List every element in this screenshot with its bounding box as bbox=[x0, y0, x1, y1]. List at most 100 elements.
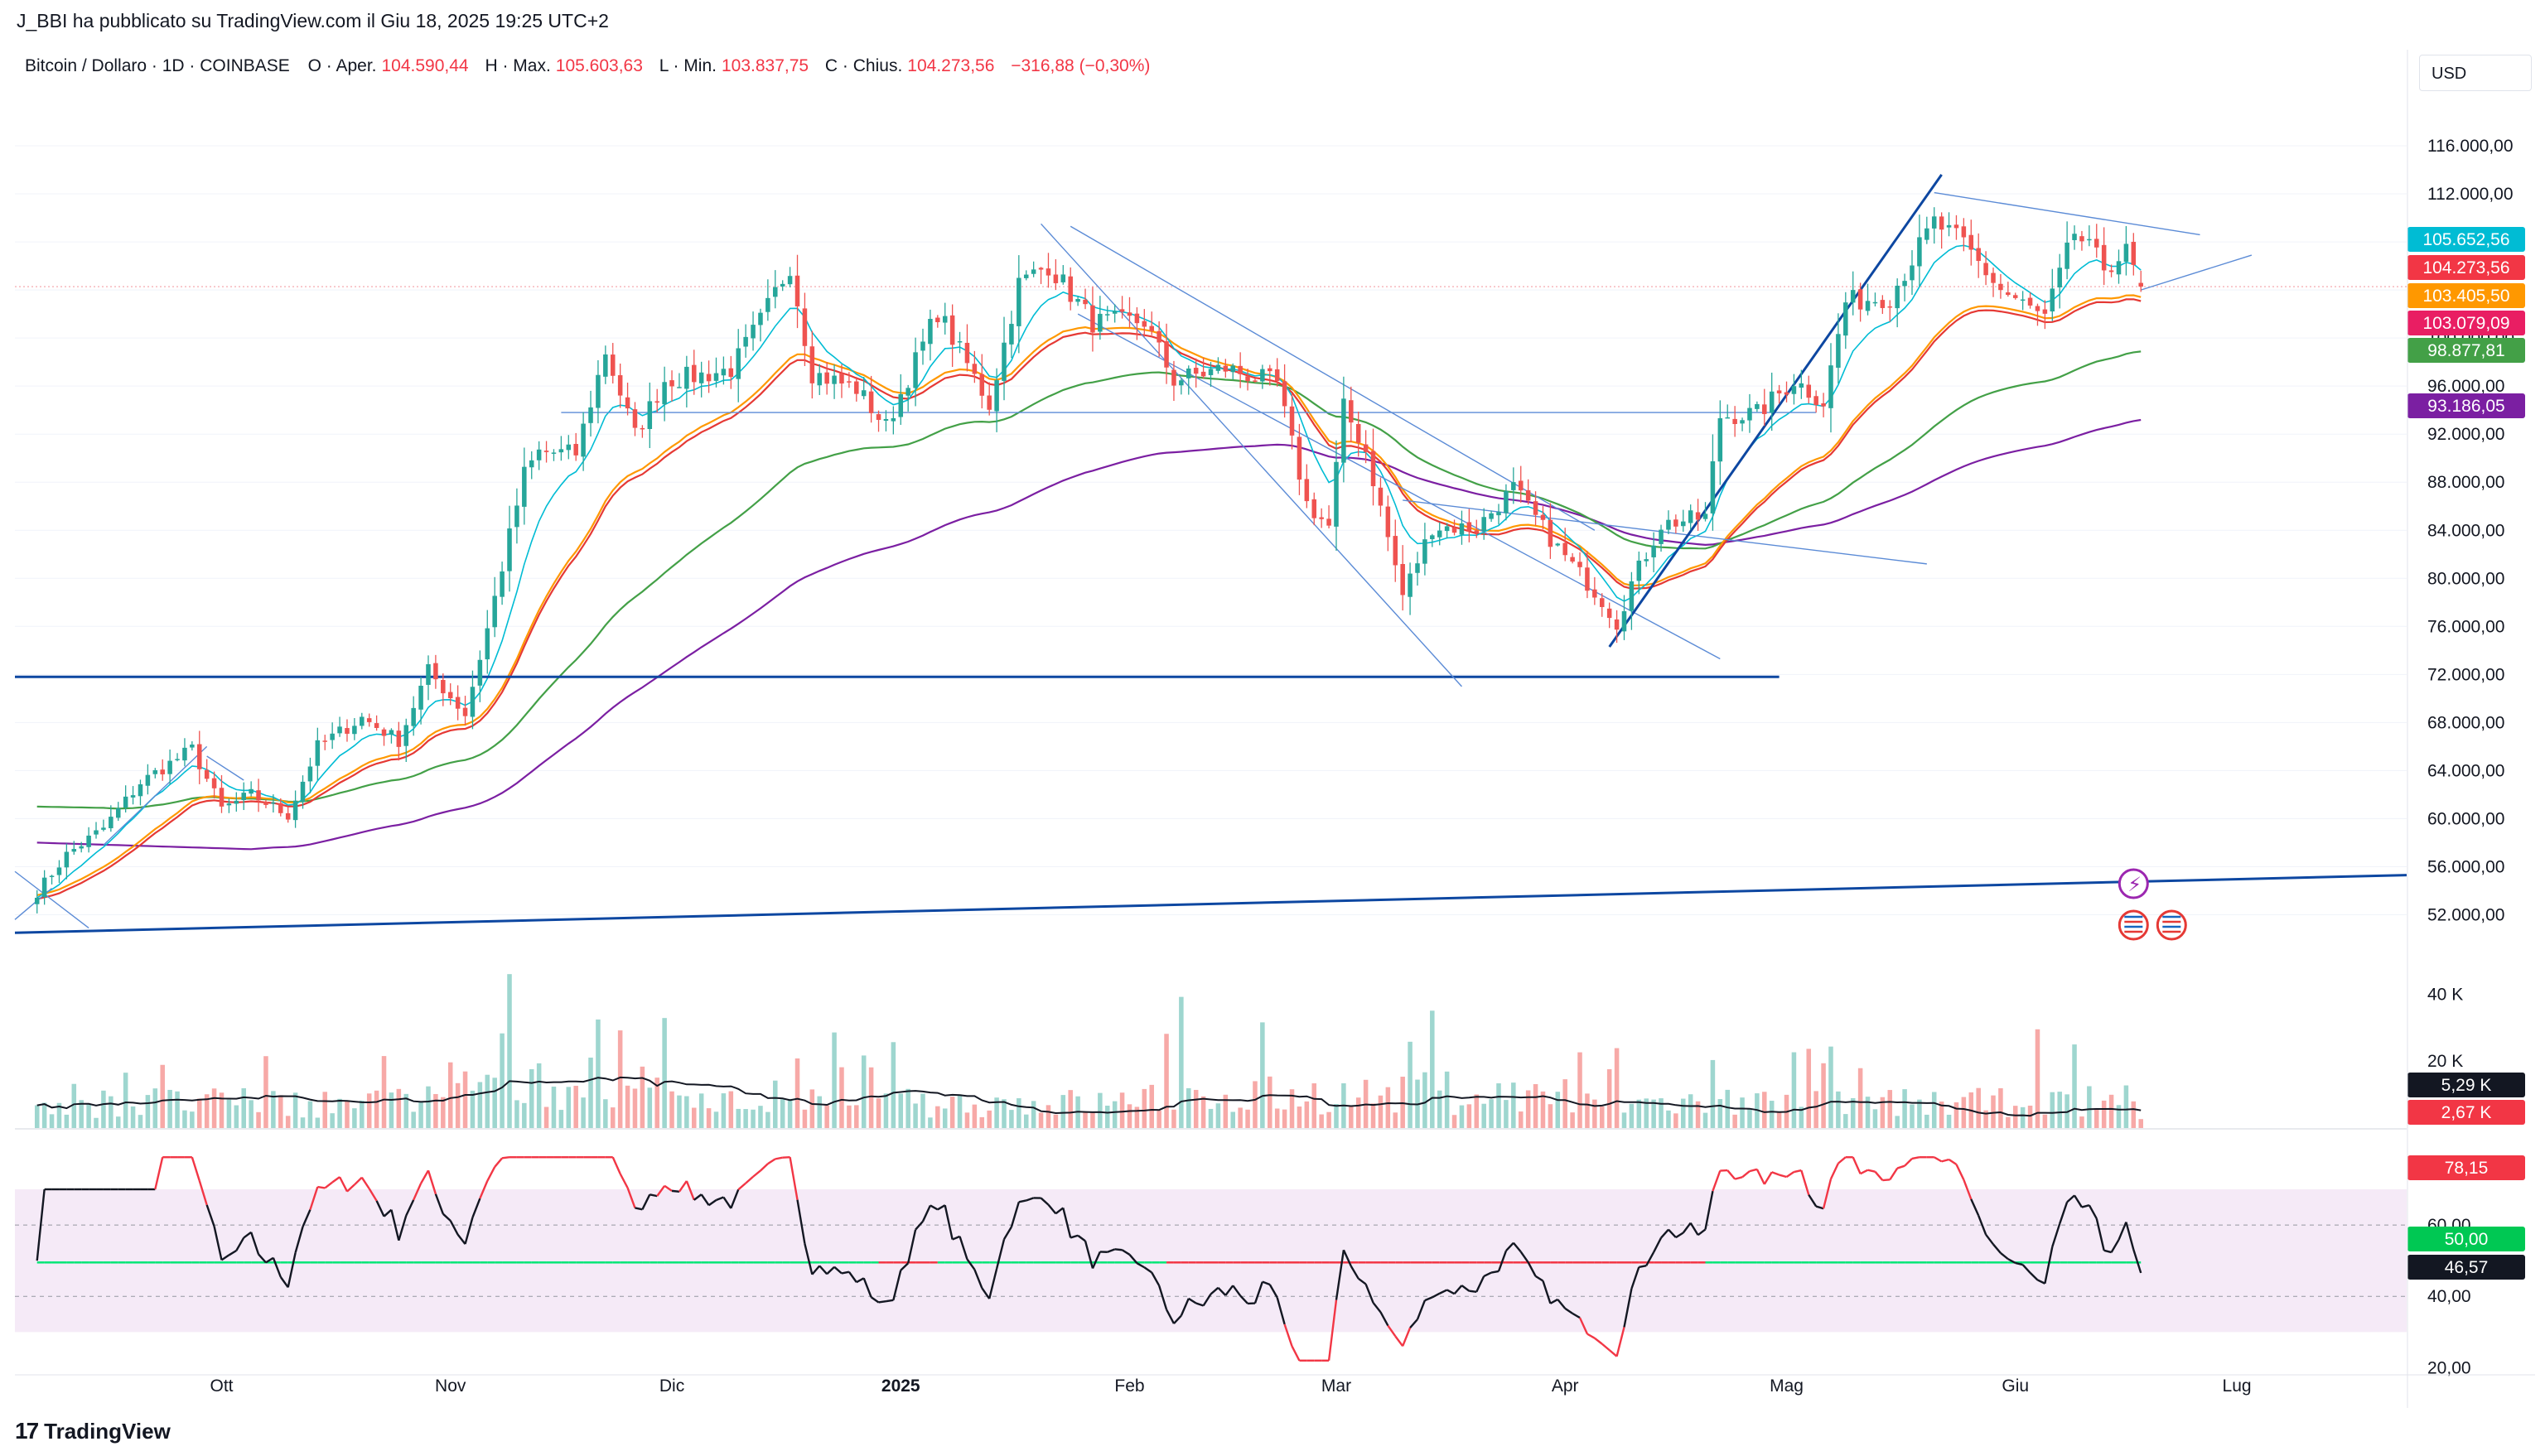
rsi-line bbox=[693, 1193, 703, 1201]
volume-bar bbox=[1872, 1109, 1878, 1128]
volume-bar bbox=[1451, 1115, 1457, 1128]
rsi-line bbox=[354, 1176, 363, 1186]
rsi-line bbox=[2029, 1271, 2039, 1281]
candle bbox=[787, 276, 793, 285]
price-badge bbox=[2407, 227, 2525, 252]
volume-bar bbox=[315, 1117, 321, 1128]
price-tick-label: 112.000,00 bbox=[2427, 185, 2514, 204]
volume-bar bbox=[751, 1109, 756, 1128]
rsi-line bbox=[995, 1238, 1006, 1270]
candle bbox=[1695, 512, 1701, 520]
tradingview-logo[interactable]: 17 TradingView bbox=[15, 1418, 171, 1444]
candle bbox=[94, 830, 99, 835]
volume-bar bbox=[1577, 1052, 1582, 1128]
volume-bar bbox=[905, 1088, 910, 1128]
volume-bar bbox=[1806, 1049, 1812, 1128]
rsi-line bbox=[331, 1176, 340, 1184]
candle bbox=[581, 423, 586, 457]
rsi-line bbox=[1062, 1208, 1072, 1238]
volume-bar bbox=[2064, 1094, 2069, 1128]
candle bbox=[278, 803, 283, 813]
volume-bar bbox=[669, 1091, 674, 1128]
rsi-line bbox=[1084, 1241, 1094, 1269]
volume-bar bbox=[1799, 1106, 1804, 1128]
rsi-band bbox=[15, 1189, 2407, 1333]
rsi-line bbox=[2007, 1258, 2016, 1264]
price-tick-label: 64.000,00 bbox=[2427, 761, 2504, 780]
volume-bar bbox=[345, 1101, 350, 1128]
candle bbox=[360, 716, 365, 726]
candle bbox=[1681, 521, 1686, 527]
rsi-badge-text: 78,15 bbox=[2445, 1159, 2489, 1178]
candle bbox=[175, 759, 180, 760]
rsi-line bbox=[1852, 1156, 1862, 1174]
candle bbox=[470, 687, 476, 717]
volume-bar bbox=[1791, 1052, 1797, 1128]
volume-bar bbox=[1681, 1098, 1686, 1128]
volume-bar bbox=[2035, 1029, 2040, 1128]
volume-bar bbox=[928, 1117, 933, 1128]
candle bbox=[1179, 380, 1184, 386]
candle bbox=[1518, 480, 1524, 491]
volume-bar bbox=[462, 1071, 468, 1128]
rsi-line bbox=[1424, 1296, 1433, 1302]
rsi-line bbox=[1283, 1323, 1293, 1347]
volume-bar bbox=[2057, 1092, 2062, 1128]
price-tick-label: 116.000,00 bbox=[2427, 137, 2514, 156]
rsi-line bbox=[1911, 1156, 1920, 1160]
volume-bar bbox=[374, 1090, 379, 1128]
price-badge-text: 103.405,50 bbox=[2422, 287, 2509, 306]
rsi-line bbox=[1505, 1241, 1514, 1252]
rsi-line bbox=[1934, 1156, 1943, 1163]
rsi-line bbox=[1726, 1169, 1736, 1180]
candle bbox=[1659, 529, 1664, 544]
rsi-line bbox=[856, 1277, 865, 1284]
volume-bar bbox=[1599, 1106, 1605, 1128]
rsi-line bbox=[1697, 1228, 1707, 1237]
candle bbox=[1334, 461, 1339, 527]
volume-bar bbox=[861, 1055, 867, 1128]
volume-bar bbox=[1119, 1092, 1125, 1128]
lightning-icon-glyph: ⚡ bbox=[2127, 874, 2142, 896]
time-tick-label: Nov bbox=[435, 1376, 466, 1396]
rsi-line bbox=[664, 1184, 673, 1192]
candle bbox=[994, 380, 999, 412]
rsi-line bbox=[789, 1157, 799, 1200]
symbol-label[interactable]: Bitcoin / Dollaro · 1D · COINBASE bbox=[25, 56, 290, 75]
candle bbox=[588, 407, 593, 423]
rsi-line bbox=[1794, 1169, 1802, 1174]
candle bbox=[130, 795, 136, 798]
volume-bar bbox=[1857, 1068, 1863, 1128]
volume-bar bbox=[2042, 1114, 2048, 1128]
rsi-line bbox=[1594, 1337, 1603, 1345]
rsi-line bbox=[2110, 1239, 2120, 1253]
candle bbox=[1998, 283, 2003, 291]
currency-selector[interactable]: USD bbox=[2419, 55, 2532, 91]
rsi-line bbox=[375, 1200, 385, 1217]
candle bbox=[2072, 234, 2077, 240]
rsi-line bbox=[346, 1184, 355, 1193]
volume-bar bbox=[809, 1089, 815, 1128]
trendline bbox=[1070, 225, 1596, 531]
candle bbox=[1031, 269, 1036, 274]
rsi-line bbox=[1497, 1250, 1508, 1272]
candle bbox=[1238, 365, 1243, 374]
price-badge bbox=[2407, 338, 2525, 363]
candle bbox=[1200, 371, 1206, 377]
rsi-line bbox=[2125, 1222, 2135, 1251]
rsi-line bbox=[279, 1276, 289, 1289]
volume-bar bbox=[1282, 1109, 1287, 1128]
volume-bar bbox=[2108, 1094, 2114, 1128]
rsi-line bbox=[626, 1187, 636, 1208]
rsi-line bbox=[1557, 1299, 1567, 1309]
rsi-line bbox=[1682, 1222, 1692, 1234]
trendline bbox=[1041, 223, 1462, 687]
candle bbox=[337, 726, 342, 734]
candle bbox=[1636, 560, 1642, 581]
candle bbox=[1983, 263, 1988, 276]
candle bbox=[905, 388, 910, 396]
candle bbox=[1548, 519, 1553, 547]
rsi-line bbox=[1549, 1298, 1558, 1304]
volume-bar bbox=[1496, 1083, 1501, 1128]
